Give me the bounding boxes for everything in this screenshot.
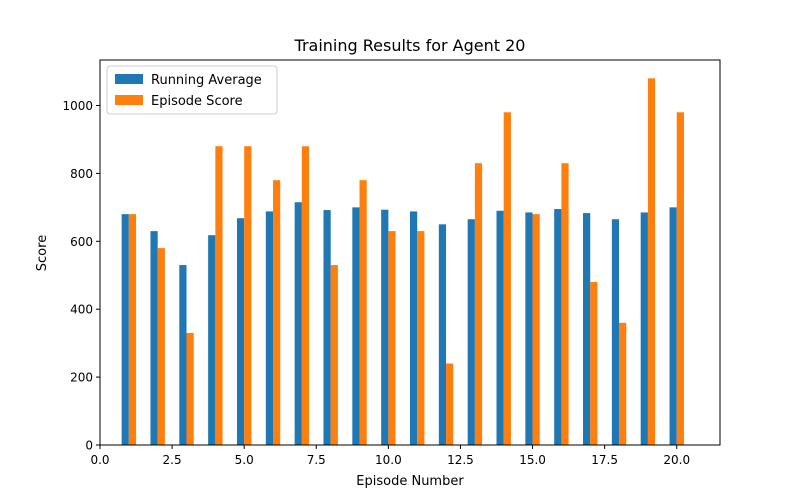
y-tick-label: 1000 — [62, 99, 93, 113]
legend-label-running-average: Running Average — [151, 73, 262, 88]
bar-running-average-3 — [179, 265, 187, 445]
legend-label-episode-score: Episode Score — [151, 94, 243, 109]
bar-running-average-8 — [323, 210, 331, 445]
bar-episode-score-15 — [532, 214, 540, 445]
bar-episode-score-14 — [503, 112, 511, 445]
bar-running-average-17 — [583, 213, 591, 445]
legend: Running Average Episode Score — [106, 65, 278, 115]
bar-running-average-18 — [611, 219, 620, 445]
y-tick-label: 200 — [70, 371, 93, 385]
bar-episode-score-4 — [215, 146, 223, 446]
bar-episode-score-3 — [186, 332, 194, 445]
bar-episode-score-11 — [417, 231, 425, 445]
x-axis-label: Episode Number — [356, 474, 464, 489]
bar-running-average-5 — [236, 218, 245, 445]
bar-running-average-4 — [208, 235, 216, 445]
y-tick-label: 0 — [85, 439, 93, 453]
y-tick-label: 600 — [70, 235, 93, 249]
bar-episode-score-12 — [446, 363, 454, 445]
bar-episode-score-1 — [128, 214, 137, 445]
x-tick-label: 20.0 — [663, 453, 690, 467]
x-tick-label: 17.5 — [591, 453, 618, 467]
bar-episode-score-5 — [244, 146, 252, 446]
bar-running-average-11 — [410, 211, 418, 445]
bar-running-average-10 — [381, 209, 389, 445]
bar-running-average-20 — [669, 207, 677, 445]
x-tick-label: 15.0 — [519, 453, 546, 467]
y-tick-label: 800 — [70, 167, 93, 181]
legend-swatch-running-average — [115, 74, 143, 84]
bar-episode-score-6 — [273, 180, 281, 445]
bar-running-average-16 — [554, 209, 562, 445]
x-tick-label: 7.5 — [307, 453, 326, 467]
plot-frame — [99, 59, 721, 446]
x-tick-label: 5.0 — [235, 453, 254, 467]
x-tick-label: 12.5 — [447, 453, 474, 467]
x-tick-label: 0.0 — [90, 453, 109, 467]
bar-running-average-19 — [640, 212, 648, 445]
bar-running-average-6 — [265, 211, 274, 445]
bar-running-average-2 — [150, 231, 158, 445]
bar-episode-score-17 — [590, 282, 598, 445]
bar-running-average-15 — [525, 212, 533, 445]
bar-episode-score-20 — [676, 112, 684, 445]
legend-box — [106, 65, 278, 115]
plot-area: 0.0 2.5 5.0 7.5 10.0 12.5 15.0 17.5 20.0 0 200 400 6… — [62, 59, 721, 467]
bar-episode-score-18 — [619, 322, 627, 445]
bar-running-average-13 — [467, 219, 475, 445]
bar-episode-score-16 — [561, 163, 569, 445]
bar-episode-score-13 — [474, 163, 483, 445]
x-tick-label: 10.0 — [375, 453, 402, 467]
y-axis-label: Score — [35, 235, 50, 271]
chart-title: Training Results for Agent 20 — [294, 36, 526, 55]
bar-episode-score-19 — [647, 78, 656, 445]
legend-swatch-episode-score — [115, 95, 143, 105]
bar-episode-score-7 — [301, 146, 310, 446]
bar-running-average-14 — [496, 210, 504, 445]
bar-running-average-7 — [294, 202, 302, 445]
x-tick-label: 2.5 — [163, 453, 182, 467]
bar-running-average-9 — [352, 207, 360, 445]
bar-running-average-1 — [121, 214, 129, 445]
bar-episode-score-9 — [359, 180, 367, 445]
y-tick-label: 400 — [70, 303, 93, 317]
bar-running-average-12 — [438, 224, 447, 445]
bar-episode-score-8 — [330, 265, 338, 445]
bar-episode-score-2 — [157, 248, 165, 445]
bar-episode-score-10 — [388, 231, 396, 445]
